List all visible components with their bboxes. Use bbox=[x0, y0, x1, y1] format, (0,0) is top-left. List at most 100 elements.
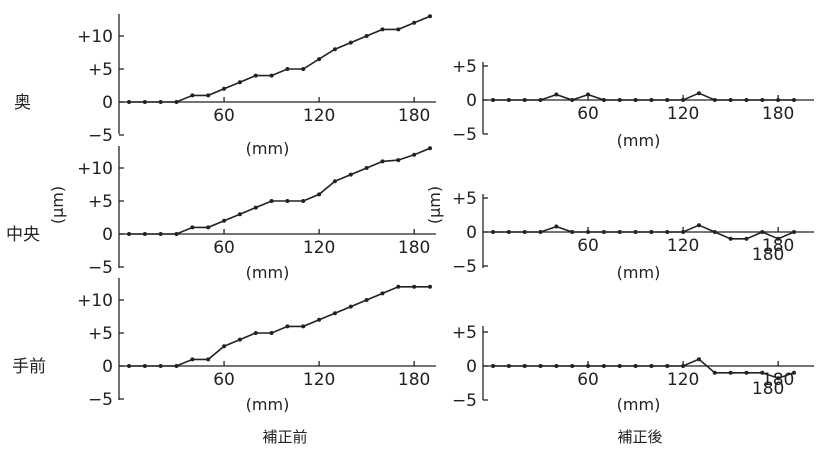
data-point bbox=[380, 159, 385, 164]
data-point bbox=[222, 218, 227, 223]
x-axis-label: (mm) bbox=[617, 263, 661, 282]
data-point bbox=[127, 232, 131, 236]
y-tick-label: 0 bbox=[466, 357, 477, 377]
data-point bbox=[792, 230, 796, 234]
data-point bbox=[206, 225, 211, 230]
data-point bbox=[142, 100, 147, 104]
data-point bbox=[491, 230, 495, 234]
x-tick-label: 120 bbox=[303, 106, 335, 126]
y-tick-label: 0 bbox=[466, 223, 477, 243]
data-point bbox=[776, 376, 781, 381]
data-point bbox=[649, 230, 654, 234]
y-axis-label-after: (μm) bbox=[425, 186, 444, 224]
data-point bbox=[728, 370, 733, 375]
data-point bbox=[681, 364, 686, 368]
data-point bbox=[158, 364, 163, 368]
x-tick-label: 60 bbox=[577, 236, 599, 256]
data-point bbox=[428, 146, 432, 151]
data-point bbox=[681, 230, 686, 234]
data-point bbox=[665, 98, 670, 102]
data-point bbox=[586, 364, 591, 368]
data-point bbox=[760, 370, 765, 375]
x-tick-label: 180 bbox=[398, 238, 430, 258]
data-point bbox=[760, 230, 765, 234]
data-point bbox=[222, 344, 227, 349]
y-tick-label: 0 bbox=[466, 91, 477, 111]
data-point bbox=[380, 291, 385, 296]
data-point bbox=[190, 93, 195, 98]
x-tick-label: 60 bbox=[213, 238, 235, 258]
data-point bbox=[760, 98, 765, 102]
data-point bbox=[633, 98, 638, 102]
data-point bbox=[506, 364, 511, 368]
y-tick-label: +10 bbox=[77, 27, 113, 47]
data-point bbox=[285, 67, 290, 71]
data-point bbox=[712, 370, 717, 375]
y-tick-label: −5 bbox=[88, 126, 113, 146]
data-point bbox=[269, 73, 274, 78]
data-point bbox=[554, 92, 559, 97]
data-point bbox=[633, 364, 638, 368]
data-point bbox=[665, 364, 670, 368]
data-point bbox=[744, 98, 749, 102]
y-tick-label: −5 bbox=[88, 258, 113, 278]
data-point bbox=[237, 337, 242, 342]
data-point bbox=[269, 331, 274, 335]
data-point bbox=[412, 152, 417, 157]
row-label-center: 中央 bbox=[6, 225, 40, 245]
y-axis-label-before: (μm) bbox=[48, 186, 67, 224]
y-tick-label: +5 bbox=[88, 192, 113, 212]
data-point bbox=[792, 98, 796, 102]
series-line bbox=[129, 147, 431, 235]
data-point bbox=[617, 98, 622, 102]
data-point bbox=[744, 236, 749, 241]
data-point bbox=[696, 357, 701, 362]
data-point bbox=[396, 158, 401, 163]
panel-中央-補正後: +5 0 −5 60 120 180 (mm) 180 bbox=[452, 189, 814, 282]
y-tick-label: −5 bbox=[452, 391, 477, 411]
data-point bbox=[253, 205, 258, 210]
data-point bbox=[348, 40, 353, 45]
data-point bbox=[237, 80, 242, 85]
data-point bbox=[522, 364, 527, 368]
y-tick-label: +10 bbox=[77, 159, 113, 179]
panel-奥-補正前: +10 +5 0 −5 60 120 180 (mm) bbox=[77, 14, 436, 158]
data-point bbox=[380, 27, 385, 32]
panel-中央-補正前: +10 +5 0 −5 60 120 180 (mm) bbox=[77, 146, 436, 282]
data-point bbox=[601, 364, 606, 368]
y-tick-label: +5 bbox=[452, 189, 477, 209]
data-point bbox=[696, 223, 701, 228]
data-point bbox=[506, 230, 511, 234]
data-point bbox=[396, 284, 401, 289]
data-point bbox=[253, 73, 258, 78]
data-point bbox=[348, 172, 353, 177]
x-tick-label: 120 bbox=[303, 370, 335, 390]
data-point bbox=[364, 166, 369, 170]
data-point bbox=[142, 232, 147, 236]
y-tick-label: +5 bbox=[452, 57, 477, 77]
x-tick-label: 60 bbox=[213, 370, 235, 390]
data-point bbox=[538, 364, 543, 368]
data-point bbox=[570, 98, 575, 102]
y-tick-label: +10 bbox=[77, 291, 113, 311]
data-point bbox=[332, 47, 337, 52]
series-line bbox=[129, 285, 430, 367]
data-point bbox=[174, 100, 179, 104]
annotation-label: 180 bbox=[752, 379, 784, 399]
data-point bbox=[601, 230, 606, 234]
data-point bbox=[127, 100, 131, 104]
x-tick-label: 180 bbox=[398, 106, 430, 126]
data-point bbox=[554, 364, 559, 368]
data-point bbox=[428, 284, 432, 289]
data-point bbox=[222, 86, 227, 91]
data-point bbox=[237, 212, 242, 217]
x-tick-label: 120 bbox=[667, 236, 699, 256]
row-label-front: 手前 bbox=[12, 357, 46, 377]
data-point bbox=[396, 27, 401, 32]
data-point bbox=[428, 14, 432, 19]
x-axis-label: (mm) bbox=[617, 395, 661, 414]
data-point bbox=[348, 304, 353, 309]
data-point bbox=[142, 364, 147, 368]
data-point bbox=[538, 230, 543, 234]
data-point bbox=[522, 98, 527, 102]
